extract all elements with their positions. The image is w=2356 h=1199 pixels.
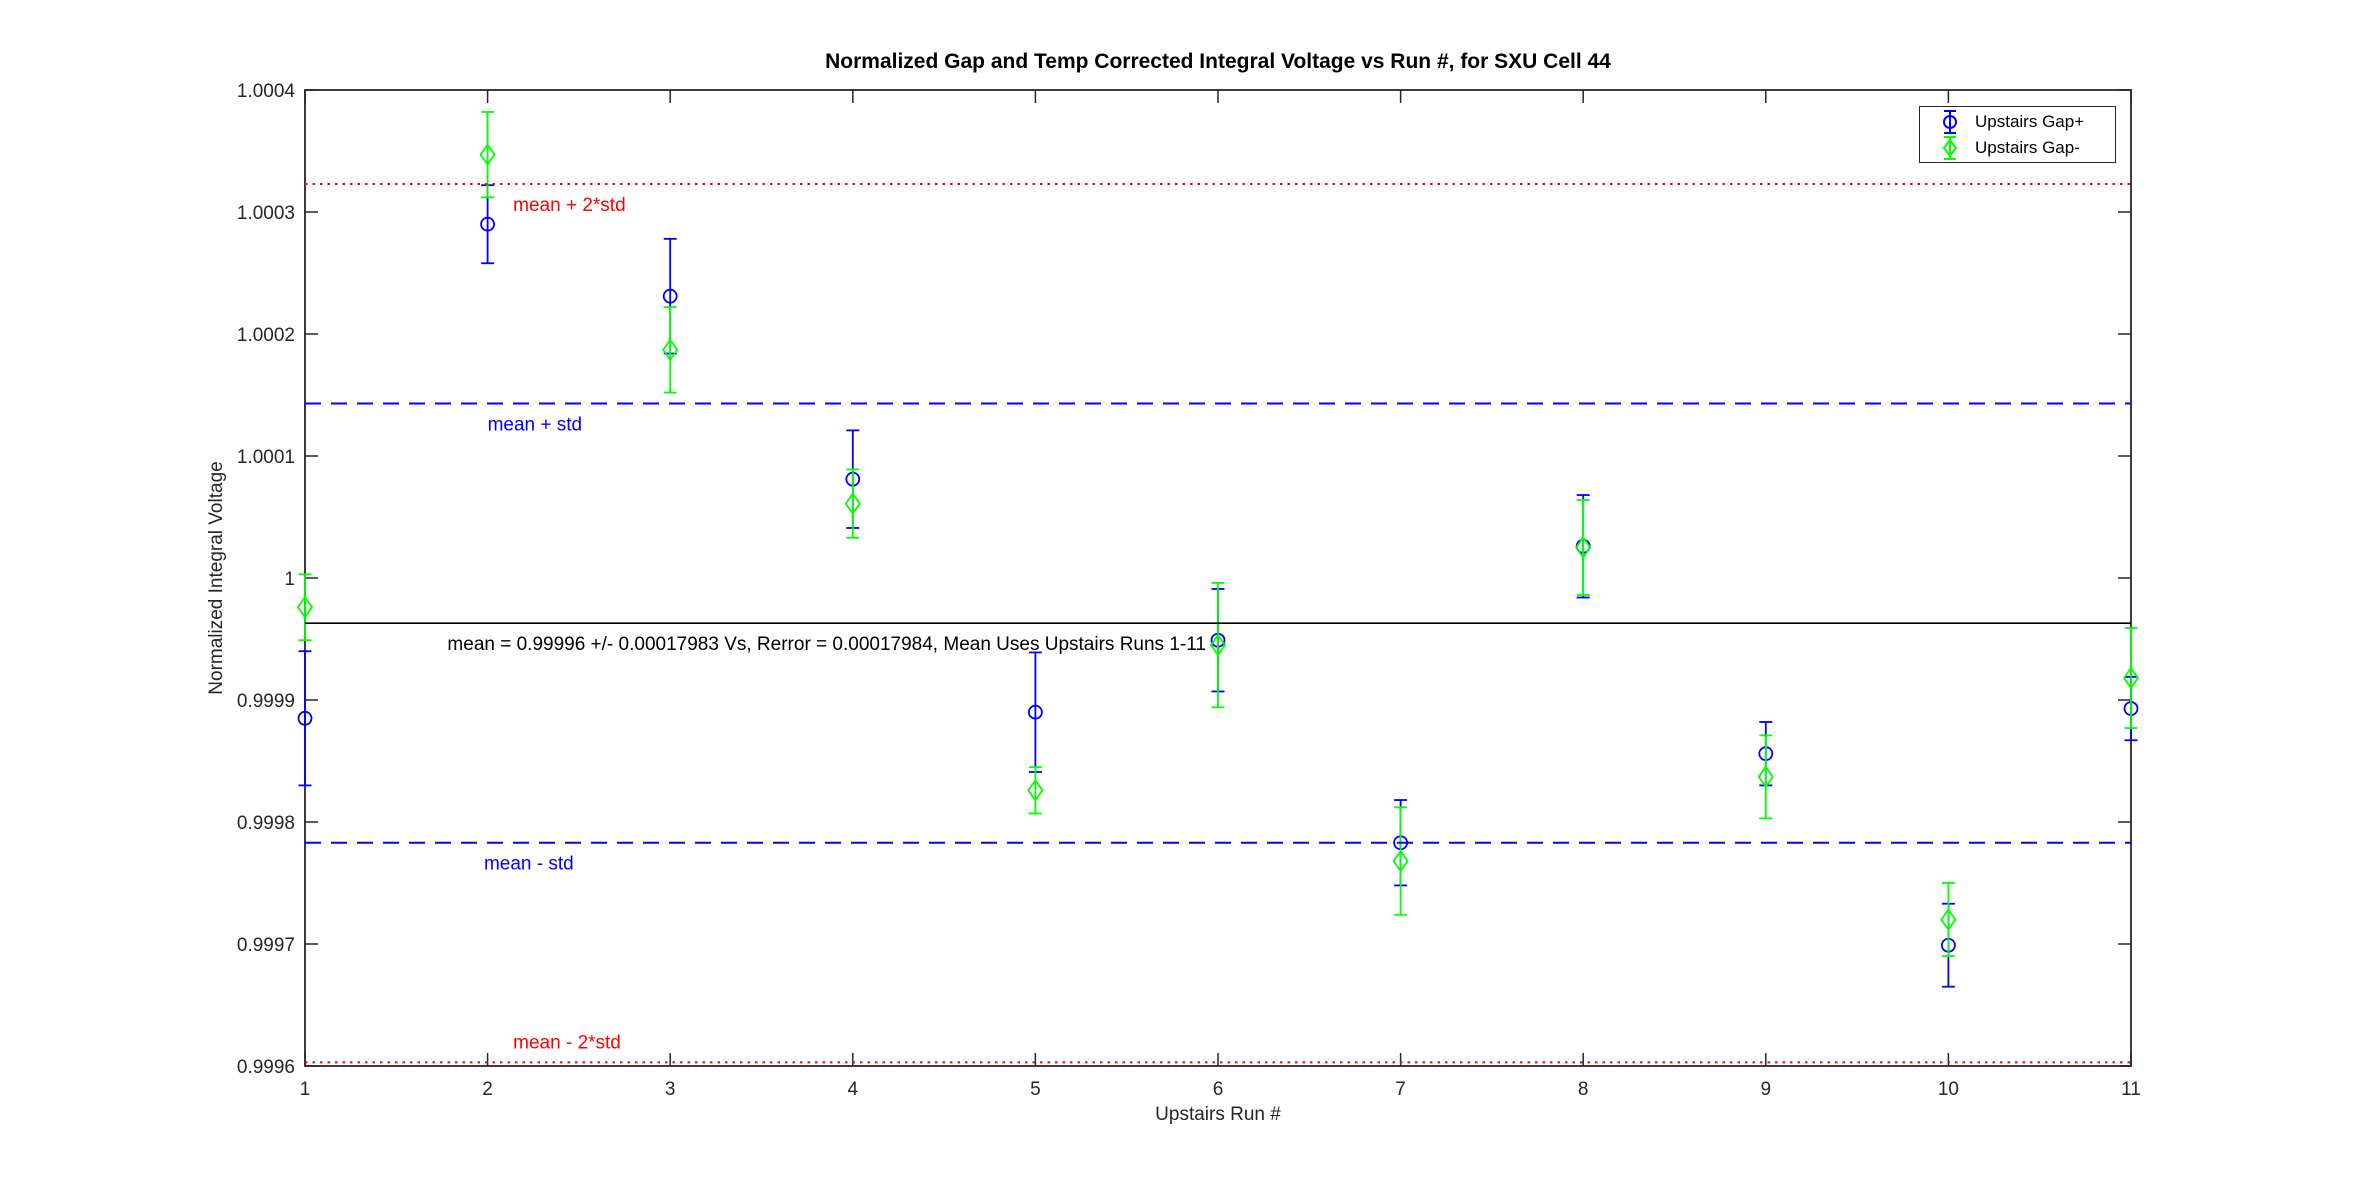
data-point <box>844 492 861 516</box>
data-point <box>1940 908 1957 932</box>
data-point <box>479 143 496 167</box>
data-point <box>662 288 678 304</box>
data-point <box>297 710 313 726</box>
y-tick-label: 1.0003 <box>237 203 295 224</box>
y-tick-label: 0.9996 <box>237 1057 295 1078</box>
legend[interactable]: Upstairs Gap+ Upstairs Gap- <box>1919 106 2116 163</box>
y-axis-label: Normalized Integral Voltage <box>206 461 227 695</box>
x-tick-label: 4 <box>848 1079 859 1100</box>
x-axis-label: Upstairs Run # <box>1155 1104 1281 1125</box>
x-tick-label: 1 <box>300 1079 311 1100</box>
y-tick-label: 0.9997 <box>237 935 295 956</box>
x-axis-ticks: 1 2 3 4 5 6 7 8 9 10 11 <box>300 90 2141 1100</box>
data-point <box>1209 633 1227 657</box>
legend-item-gap-plus[interactable]: Upstairs Gap+ <box>1937 109 2115 135</box>
legend-label-gap-plus: Upstairs Gap+ <box>1975 111 2085 131</box>
y-tick-label: 1.0001 <box>237 447 295 468</box>
ref-line-label-mean-plus-2std: mean + 2*std <box>513 195 626 216</box>
legend-label-gap-minus: Upstairs Gap- <box>1975 137 2080 157</box>
x-tick-label: 8 <box>1578 1079 1589 1100</box>
y-tick-label: 1 <box>284 569 295 590</box>
legend-item-gap-minus[interactable]: Upstairs Gap- <box>1937 135 2115 161</box>
series-gap-minus <box>296 111 2140 958</box>
x-tick-label: 6 <box>1213 1079 1224 1100</box>
data-point <box>2122 666 2140 690</box>
data-point <box>480 216 496 232</box>
x-tick-label: 10 <box>1938 1079 1959 1100</box>
data-point <box>1757 765 1774 789</box>
x-tick-label: 9 <box>1761 1079 1772 1100</box>
y-tick-label: 0.9999 <box>237 691 295 712</box>
ref-line-label-mean-minus-2std: mean - 2*std <box>513 1032 621 1053</box>
errorbar-diamond-icon <box>1942 135 1958 160</box>
x-tick-label: 2 <box>482 1079 493 1100</box>
chart-title: Normalized Gap and Temp Corrected Integr… <box>825 50 1611 73</box>
y-tick-label: 0.9998 <box>237 813 295 834</box>
data-point <box>662 338 679 362</box>
y-tick-label: 1.0004 <box>237 81 296 102</box>
ref-line-label-mean-minus-std: mean - std <box>484 854 574 875</box>
y-tick-label: 1.0002 <box>237 325 295 346</box>
x-tick-label: 3 <box>665 1079 676 1100</box>
axes-box <box>304 89 2132 1067</box>
data-point <box>1027 778 1044 802</box>
data-point <box>1028 704 1043 720</box>
x-tick-label: 5 <box>1030 1079 1041 1100</box>
x-tick-label: 11 <box>2121 1079 2141 1100</box>
data-point <box>1392 849 1409 873</box>
y-axis-ticks: 0.9996 0.9997 0.9998 0.9999 1 1.0001 1.0002 1.0… <box>237 81 2131 1078</box>
data-point <box>296 595 314 619</box>
ref-line-label-mean-plus-std: mean + std <box>488 415 583 436</box>
x-tick-label: 7 <box>1395 1079 1406 1100</box>
ref-line-label-mean: mean = 0.99996 +/- 0.00017983 Vs, Rerror… <box>447 634 1206 655</box>
data-point <box>1575 535 1592 560</box>
errorbar-circle-icon <box>1943 109 1957 134</box>
